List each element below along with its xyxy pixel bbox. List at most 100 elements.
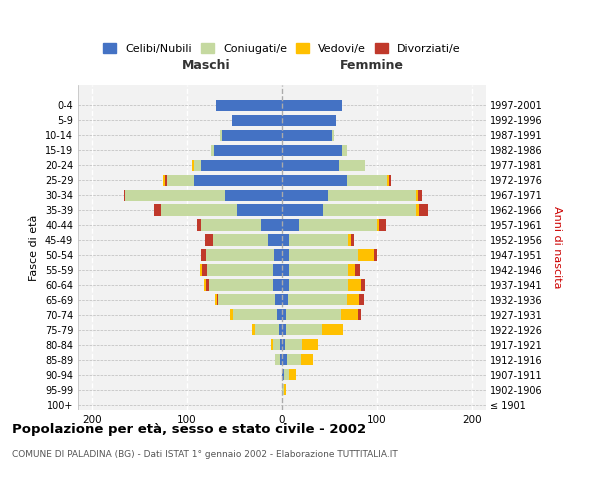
Bar xyxy=(282,264,289,276)
Bar xyxy=(351,234,354,246)
Bar xyxy=(207,264,274,276)
Bar xyxy=(289,369,296,380)
Bar xyxy=(275,294,282,306)
Bar xyxy=(268,234,282,246)
Bar xyxy=(154,204,161,216)
Bar xyxy=(275,354,280,366)
Bar xyxy=(215,294,217,306)
Bar xyxy=(194,174,282,186)
Bar xyxy=(342,144,347,156)
Bar xyxy=(251,324,256,336)
Bar xyxy=(206,250,274,260)
Bar xyxy=(280,339,282,350)
Bar xyxy=(286,309,341,320)
Bar xyxy=(289,234,349,246)
Bar xyxy=(192,160,194,171)
Bar xyxy=(206,280,209,290)
Text: Maschi: Maschi xyxy=(182,59,231,72)
Bar xyxy=(282,354,287,366)
Bar xyxy=(124,190,125,201)
Bar xyxy=(274,250,282,260)
Bar xyxy=(388,174,389,186)
Bar xyxy=(274,264,282,276)
Bar xyxy=(322,324,343,336)
Bar xyxy=(389,174,391,186)
Bar xyxy=(284,384,286,395)
Bar xyxy=(282,220,299,230)
Bar xyxy=(220,130,222,141)
Bar xyxy=(167,174,194,186)
Bar xyxy=(416,204,419,216)
Text: Femmine: Femmine xyxy=(340,59,404,72)
Bar xyxy=(328,190,416,201)
Bar xyxy=(301,354,313,366)
Bar xyxy=(287,294,347,306)
Bar xyxy=(282,309,286,320)
Text: COMUNE DI PALADINA (BG) - Dati ISTAT 1° gennaio 2002 - Elaborazione TUTTITALIA.I: COMUNE DI PALADINA (BG) - Dati ISTAT 1° … xyxy=(12,450,398,459)
Bar xyxy=(222,130,282,141)
Bar xyxy=(202,220,261,230)
Bar xyxy=(261,220,282,230)
Bar xyxy=(282,174,347,186)
Bar xyxy=(358,309,361,320)
Bar xyxy=(230,309,233,320)
Bar xyxy=(285,339,302,350)
Bar xyxy=(215,100,282,111)
Bar xyxy=(289,250,358,260)
Bar xyxy=(282,324,286,336)
Bar xyxy=(282,234,289,246)
Bar xyxy=(302,339,318,350)
Bar xyxy=(282,369,284,380)
Bar xyxy=(355,264,360,276)
Bar xyxy=(213,234,268,246)
Bar xyxy=(211,144,214,156)
Bar xyxy=(361,280,365,290)
Bar xyxy=(377,220,379,230)
Bar xyxy=(282,280,289,290)
Bar xyxy=(358,250,374,260)
Bar xyxy=(287,354,301,366)
Bar xyxy=(341,309,358,320)
Bar xyxy=(282,114,336,126)
Bar xyxy=(125,190,225,201)
Bar xyxy=(218,294,275,306)
Bar xyxy=(349,264,355,276)
Bar xyxy=(163,174,165,186)
Bar xyxy=(332,130,334,141)
Bar xyxy=(274,280,282,290)
Bar xyxy=(232,114,282,126)
Bar xyxy=(339,160,365,171)
Bar xyxy=(282,100,342,111)
Bar xyxy=(277,309,282,320)
Bar xyxy=(347,174,388,186)
Bar xyxy=(323,204,416,216)
Bar xyxy=(419,204,428,216)
Bar xyxy=(289,280,349,290)
Bar xyxy=(349,234,351,246)
Bar xyxy=(282,339,285,350)
Bar xyxy=(286,324,322,336)
Bar xyxy=(194,160,202,171)
Bar xyxy=(374,250,377,260)
Bar xyxy=(271,339,272,350)
Bar xyxy=(209,280,274,290)
Bar xyxy=(299,220,377,230)
Bar xyxy=(202,160,282,171)
Bar xyxy=(204,280,206,290)
Bar xyxy=(282,294,287,306)
Bar xyxy=(272,339,280,350)
Bar xyxy=(280,354,282,366)
Bar xyxy=(205,234,213,246)
Bar xyxy=(225,190,282,201)
Bar xyxy=(202,250,206,260)
Bar xyxy=(161,204,238,216)
Bar xyxy=(284,369,289,380)
Y-axis label: Anni di nascita: Anni di nascita xyxy=(553,206,562,288)
Bar xyxy=(238,204,282,216)
Legend: Celibi/Nubili, Coniugati/e, Vedovi/e, Divorziati/e: Celibi/Nubili, Coniugati/e, Vedovi/e, Di… xyxy=(99,38,465,58)
Bar xyxy=(256,324,279,336)
Bar xyxy=(282,384,284,395)
Bar xyxy=(279,324,282,336)
Bar xyxy=(282,144,342,156)
Bar xyxy=(233,309,277,320)
